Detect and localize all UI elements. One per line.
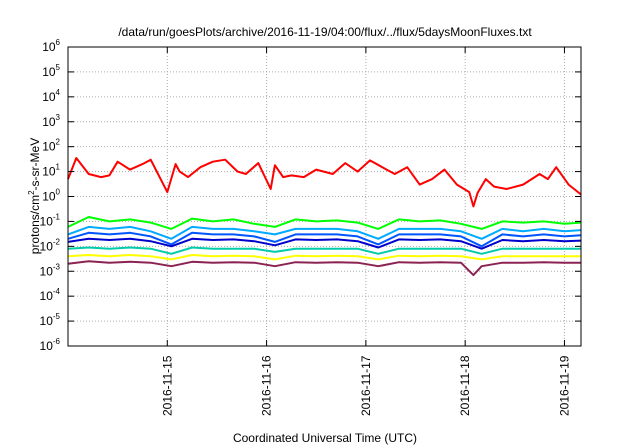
y-tick-label-exponent: 5: [56, 63, 61, 72]
chart-title: /data/run/goesPlots/archive/2016-11-19/0…: [118, 25, 532, 39]
y-tick-label-base: 10: [42, 65, 56, 79]
y-tick-label-base: 10: [40, 289, 54, 303]
series-group: [67, 157, 582, 277]
y-tick-label-exponent: -2: [53, 237, 61, 246]
y-tick-label-exponent: 0: [56, 188, 61, 197]
y-tick-label-base: 10: [40, 264, 54, 278]
y-tick-label-base: 10: [40, 314, 54, 328]
y-tick-label-base: 10: [42, 90, 56, 104]
series-line-1: [67, 157, 582, 208]
y-axis-label-exponent: 2: [27, 190, 36, 195]
x-tick-label: 2016-11-18: [458, 355, 472, 416]
y-tick-label-base: 10: [42, 165, 56, 179]
y-tick-label: 106: [42, 38, 60, 54]
x-tick-label: 2016-11-17: [359, 355, 373, 416]
y-tick-label-base: 10: [42, 140, 56, 154]
y-tick-label: 10-2: [40, 237, 61, 253]
y-tick-label-base: 10: [42, 190, 56, 204]
x-axis-label: Coordinated Universal Time (UTC): [233, 431, 417, 445]
series-line-5: [67, 237, 582, 250]
y-tick-label-base: 10: [40, 214, 54, 228]
y-tick-label: 105: [42, 63, 60, 79]
y-tick-label-exponent: 6: [56, 38, 61, 47]
series-line-2: [67, 216, 582, 230]
y-tick-label-exponent: 2: [56, 138, 61, 147]
series-line-4: [67, 231, 582, 248]
svg-text:protons/cm2-s-sr-MeV: protons/cm2-s-sr-MeV: [27, 138, 42, 254]
y-tick-label-base: 10: [40, 339, 54, 353]
y-tick-label-exponent: -4: [53, 287, 61, 296]
y-tick-label: 10-1: [40, 212, 61, 228]
series-line-3: [67, 225, 582, 240]
y-tick-label: 102: [42, 138, 60, 154]
y-tick-label-exponent: 1: [56, 163, 61, 172]
y-tick-label-base: 10: [42, 115, 56, 129]
grid: [68, 47, 581, 346]
series-line-7: [67, 254, 581, 261]
y-tick-label: 10-4: [40, 287, 61, 303]
x-tick-label: 2016-11-16: [260, 355, 274, 416]
y-tick-label: 101: [42, 163, 60, 179]
y-tick-label-exponent: -5: [53, 312, 61, 321]
y-tick-label: 10-5: [40, 312, 61, 328]
axis-ticks: 10-610-510-410-310-210-11001011021031041…: [40, 38, 581, 416]
y-axis-label: protons/cm2-s-sr-MeV: [27, 138, 42, 254]
y-tick-label-exponent: 4: [56, 88, 61, 97]
y-axis-label-base: protons/cm: [28, 195, 42, 254]
y-tick-label: 104: [42, 88, 60, 104]
series-line-6: [67, 246, 581, 255]
y-tick-label-exponent: -1: [53, 212, 61, 221]
y-tick-label-exponent: -3: [53, 262, 61, 271]
y-tick-label: 103: [42, 113, 60, 129]
y-tick-label-exponent: 3: [56, 113, 61, 122]
y-tick-label: 10-3: [40, 262, 61, 278]
y-tick-label-exponent: -6: [53, 337, 61, 346]
series-line-8: [67, 260, 581, 277]
y-tick-label: 10-6: [40, 337, 61, 353]
x-tick-label: 2016-11-15: [160, 355, 174, 416]
plot-frame: [67, 46, 582, 347]
y-tick-label: 100: [42, 188, 60, 204]
x-tick-label: 2016-11-19: [557, 355, 571, 416]
y-tick-label-base: 10: [40, 239, 54, 253]
y-axis-label-rest: -s-sr-MeV: [28, 138, 42, 191]
y-tick-label-base: 10: [42, 40, 56, 54]
